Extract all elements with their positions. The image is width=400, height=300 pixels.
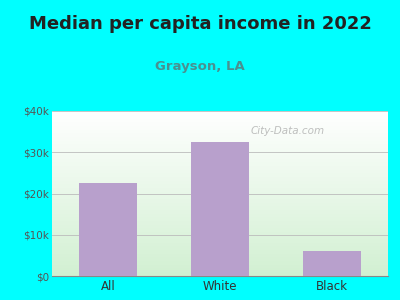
- Bar: [191, 142, 249, 276]
- Text: Grayson, LA: Grayson, LA: [155, 60, 245, 73]
- Bar: [79, 183, 137, 276]
- Bar: [303, 251, 361, 276]
- Text: Median per capita income in 2022: Median per capita income in 2022: [28, 15, 372, 33]
- Text: City-Data.com: City-Data.com: [250, 126, 324, 136]
